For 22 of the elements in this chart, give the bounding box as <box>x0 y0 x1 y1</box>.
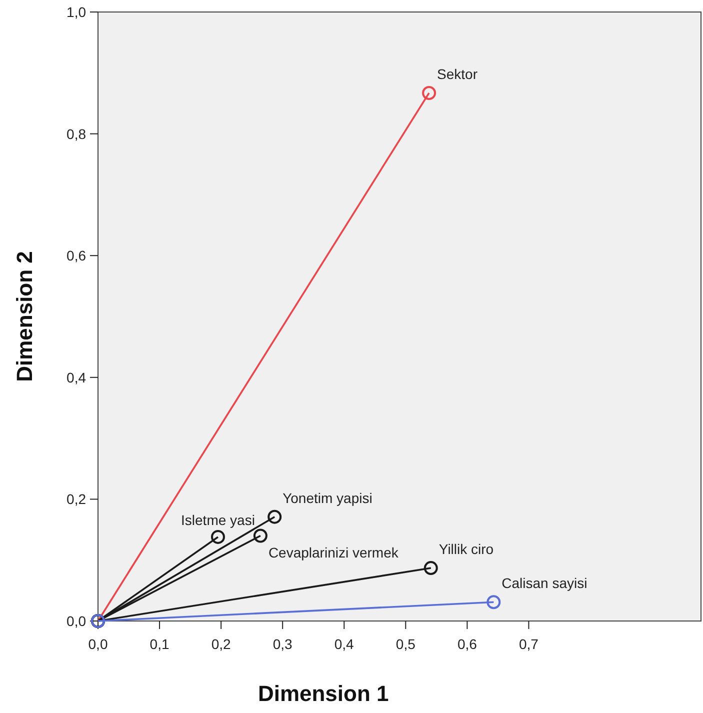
series-label: Isletme yasi <box>181 512 255 528</box>
series-label: Yonetim yapisi <box>282 490 372 506</box>
x-axis-title: Dimension 1 <box>258 681 389 706</box>
y-tick-label: 0,2 <box>66 491 86 508</box>
series-label: Cevaplarinizi vermek <box>268 544 400 561</box>
y-axis-title: Dimension 2 <box>12 251 37 382</box>
x-tick-label: 0,1 <box>150 636 170 652</box>
x-tick-label: 0,5 <box>396 636 416 652</box>
x-tick-label: 0,6 <box>457 636 478 652</box>
y-tick-label: 0,4 <box>66 369 86 386</box>
y-tick-label: 0,8 <box>66 126 86 142</box>
x-tick-label: 0,0 <box>88 636 108 652</box>
y-tick-label: 0,0 <box>66 613 86 629</box>
series-label: Calisan sayisi <box>502 575 588 592</box>
x-tick-label: 0,2 <box>211 636 232 652</box>
series-label: Yillik ciro <box>438 541 494 558</box>
x-tick-label: 0,4 <box>334 636 354 652</box>
series-label: Sektor <box>437 66 478 82</box>
y-tick-label: 1,0 <box>66 4 86 20</box>
x-tick-label: 0,7 <box>518 636 539 652</box>
y-tick-label: 0,6 <box>66 248 86 264</box>
x-tick-label: 0,3 <box>272 636 293 652</box>
